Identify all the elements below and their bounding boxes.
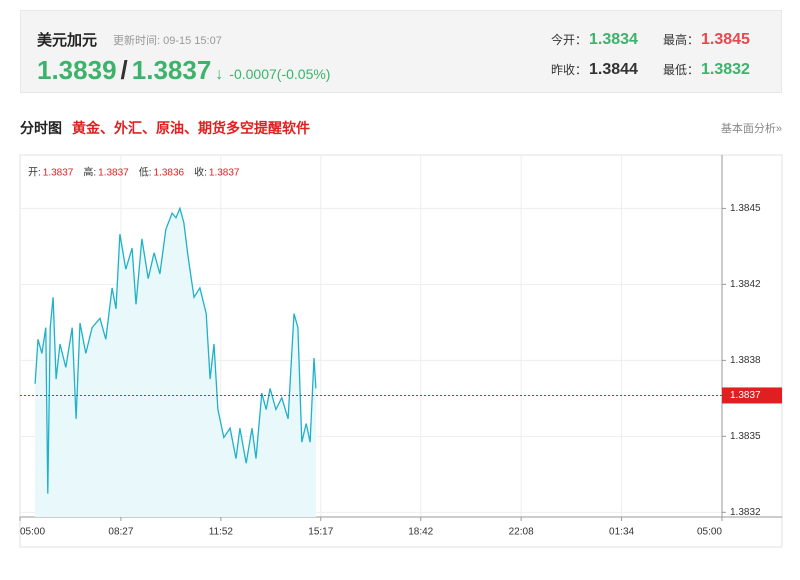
current-price-box xyxy=(722,387,782,404)
quote-header: 美元加元 更新时间: 09-15 15:07 1.3839/1.3837 ↓ -0.… xyxy=(20,10,782,93)
chart-frame xyxy=(19,154,783,548)
promo-link[interactable]: 黄金、外汇、原油、期货多空提醒软件 xyxy=(72,120,310,136)
area xyxy=(35,208,316,517)
x-tick-label: 15:17 xyxy=(308,527,333,538)
x-tick-label: 11:52 xyxy=(209,527,234,538)
x-tick-label: 22:08 xyxy=(509,527,534,538)
separator: / xyxy=(120,55,128,85)
arrow: ↓ xyxy=(215,66,224,83)
stat-value: 1.3832 xyxy=(701,61,750,78)
x-tick-label: 05:00 xyxy=(20,527,45,538)
stat-label: 今开： xyxy=(551,33,588,47)
change: -0.0007(-0.05%) xyxy=(229,66,331,82)
current-price-label: 1.3837 xyxy=(730,390,761,401)
stat: 今开： 1.3834 xyxy=(551,31,638,49)
x-tick-label: 05:00 xyxy=(697,527,722,538)
x-tick-label: 18:42 xyxy=(408,527,433,538)
y-tick-label: 1.3838 xyxy=(730,355,761,366)
tab-row: 分时图 黄金、外汇、原油、期货多空提醒软件 基本面分析» xyxy=(20,116,782,140)
stat-label: 昨收： xyxy=(551,63,588,77)
stat: 昨收： 1.3844 xyxy=(551,61,638,79)
symbol-name: 美元加元 xyxy=(37,32,98,49)
stat-value: 1.3845 xyxy=(701,31,750,48)
x-tick-label: 01:34 xyxy=(609,527,634,538)
y-tick-label: 1.3845 xyxy=(730,203,761,214)
ohlc-label: 收: xyxy=(194,166,207,179)
y-tick-label: 1.3842 xyxy=(730,279,761,290)
stat-label: 最低： xyxy=(663,63,700,77)
stat: 最低： 1.3832 xyxy=(663,61,750,79)
y-tick-label: 1.3835 xyxy=(730,431,761,442)
ohlc-label: 开: xyxy=(28,168,41,179)
analysis-link[interactable]: 基本面分析» xyxy=(720,123,782,135)
ohlc-value: 1.3836 xyxy=(154,168,185,179)
y-tick-label: 1.3832 xyxy=(730,507,761,518)
update-time: 更新时间: 09-15 15:07 xyxy=(113,35,222,47)
x-tick-label: 08:27 xyxy=(108,527,133,538)
ohlc-value: 1.3837 xyxy=(209,168,240,179)
price-line: 1.3839/1.3837 ↓ -0.0007(-0.05%) xyxy=(37,55,330,86)
stat-value: 1.3834 xyxy=(589,31,638,48)
bid: 1.3839 xyxy=(37,55,117,85)
stat: 最高： 1.3845 xyxy=(663,31,750,49)
tab-title[interactable]: 分时图 xyxy=(20,120,62,136)
ohlc-label: 低: xyxy=(139,166,152,179)
ask: 1.3837 xyxy=(131,55,212,85)
ohlc-value: 1.3837 xyxy=(98,168,129,179)
ohlc-value: 1.3837 xyxy=(43,168,74,179)
stat-label: 最高： xyxy=(663,33,700,47)
ohlc-label: 高: xyxy=(83,166,96,179)
stat-value: 1.3844 xyxy=(589,61,638,78)
